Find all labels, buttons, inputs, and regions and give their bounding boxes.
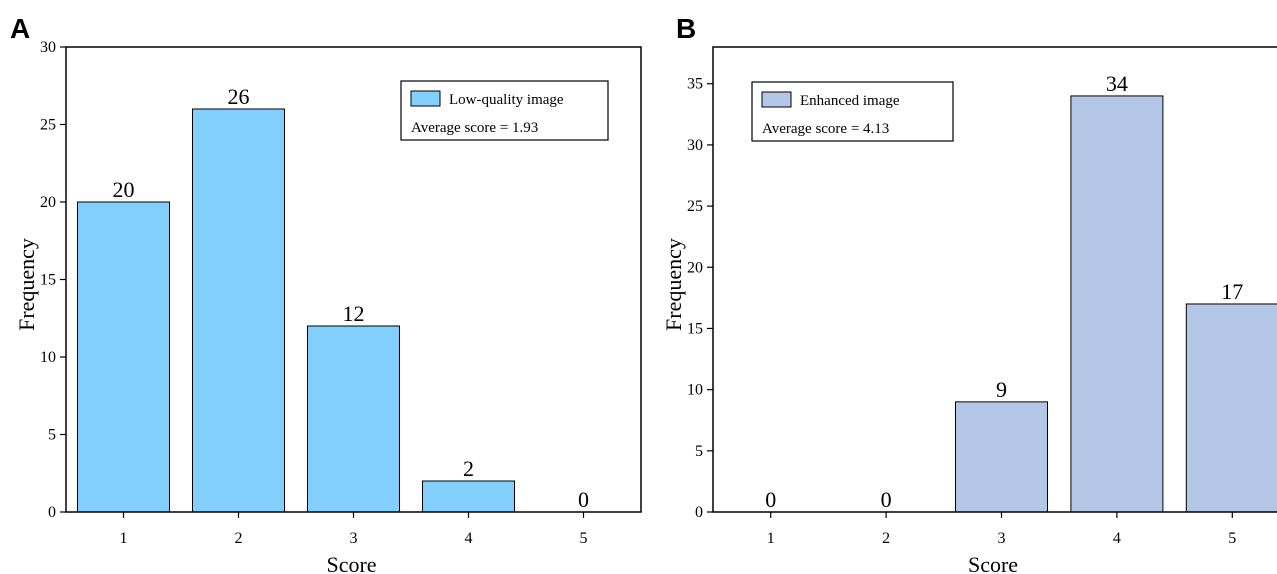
- bar-value-label: 20: [113, 177, 135, 202]
- x-tick-label: 3: [998, 530, 1006, 547]
- x-axis-title: Score: [326, 552, 376, 574]
- bar-value-label: 0: [881, 487, 892, 512]
- bar-value-label: 0: [578, 487, 589, 512]
- y-tick-label: 5: [48, 427, 56, 444]
- y-tick-label: 5: [695, 443, 703, 460]
- legend-label: Low-quality image: [449, 92, 564, 108]
- x-tick-label: 2: [882, 530, 890, 547]
- bar-score-4: [1070, 95, 1164, 513]
- bar-value-label: 9: [996, 377, 1007, 402]
- x-tick-label: 1: [120, 530, 128, 547]
- legend-average-note: Average score = 4.13: [762, 121, 889, 137]
- bar-value-label: 26: [228, 84, 250, 109]
- x-tick-label: 1: [767, 530, 775, 547]
- y-tick-label: 25: [40, 117, 56, 134]
- bar-value-label: 0: [765, 487, 776, 512]
- y-tick-label: 25: [687, 198, 703, 215]
- x-tick-label: 3: [350, 530, 358, 547]
- bar-score-4: [422, 480, 515, 513]
- x-axis-title: Score: [968, 552, 1018, 574]
- y-tick-label: 30: [687, 137, 703, 154]
- x-tick-label: 4: [1113, 530, 1121, 547]
- panel-letter: B: [676, 13, 696, 44]
- bar-value-label: 17: [1221, 279, 1243, 304]
- y-axis-title: Frequency: [661, 238, 686, 331]
- y-tick-label: 20: [40, 194, 56, 211]
- legend-label: Enhanced image: [800, 93, 900, 109]
- bar-value-label: 12: [343, 301, 365, 326]
- legend: Low-quality image Average score = 1.93: [400, 80, 609, 141]
- y-tick-label: 10: [687, 382, 703, 399]
- legend-average-note: Average score = 1.93: [411, 120, 538, 136]
- y-tick-label: 30: [40, 39, 56, 56]
- y-tick-label: 0: [695, 504, 703, 521]
- legend-swatch: [410, 90, 441, 107]
- x-tick-label: 5: [580, 530, 588, 547]
- x-tick-label: 2: [235, 530, 243, 547]
- bar-score-3: [307, 325, 400, 513]
- y-tick-label: 0: [48, 504, 56, 521]
- bar-score-5: [1185, 303, 1277, 513]
- legend: Enhanced image Average score = 4.13: [751, 81, 954, 142]
- bar-score-2: [192, 108, 285, 513]
- y-tick-label: 15: [687, 320, 703, 337]
- y-tick-label: 15: [40, 272, 56, 289]
- panel-letter: A: [10, 13, 30, 44]
- y-tick-label: 10: [40, 349, 56, 366]
- legend-swatch: [761, 91, 792, 108]
- y-tick-label: 35: [687, 76, 703, 93]
- bar-score-1: [77, 201, 170, 513]
- x-tick-label: 5: [1228, 530, 1236, 547]
- y-axis-title: Frequency: [14, 238, 39, 331]
- bar-value-label: 2: [463, 456, 474, 481]
- y-tick-label: 20: [687, 259, 703, 276]
- x-tick-label: 4: [465, 530, 473, 547]
- bar-value-label: 34: [1106, 71, 1128, 96]
- bar-score-3: [955, 401, 1048, 513]
